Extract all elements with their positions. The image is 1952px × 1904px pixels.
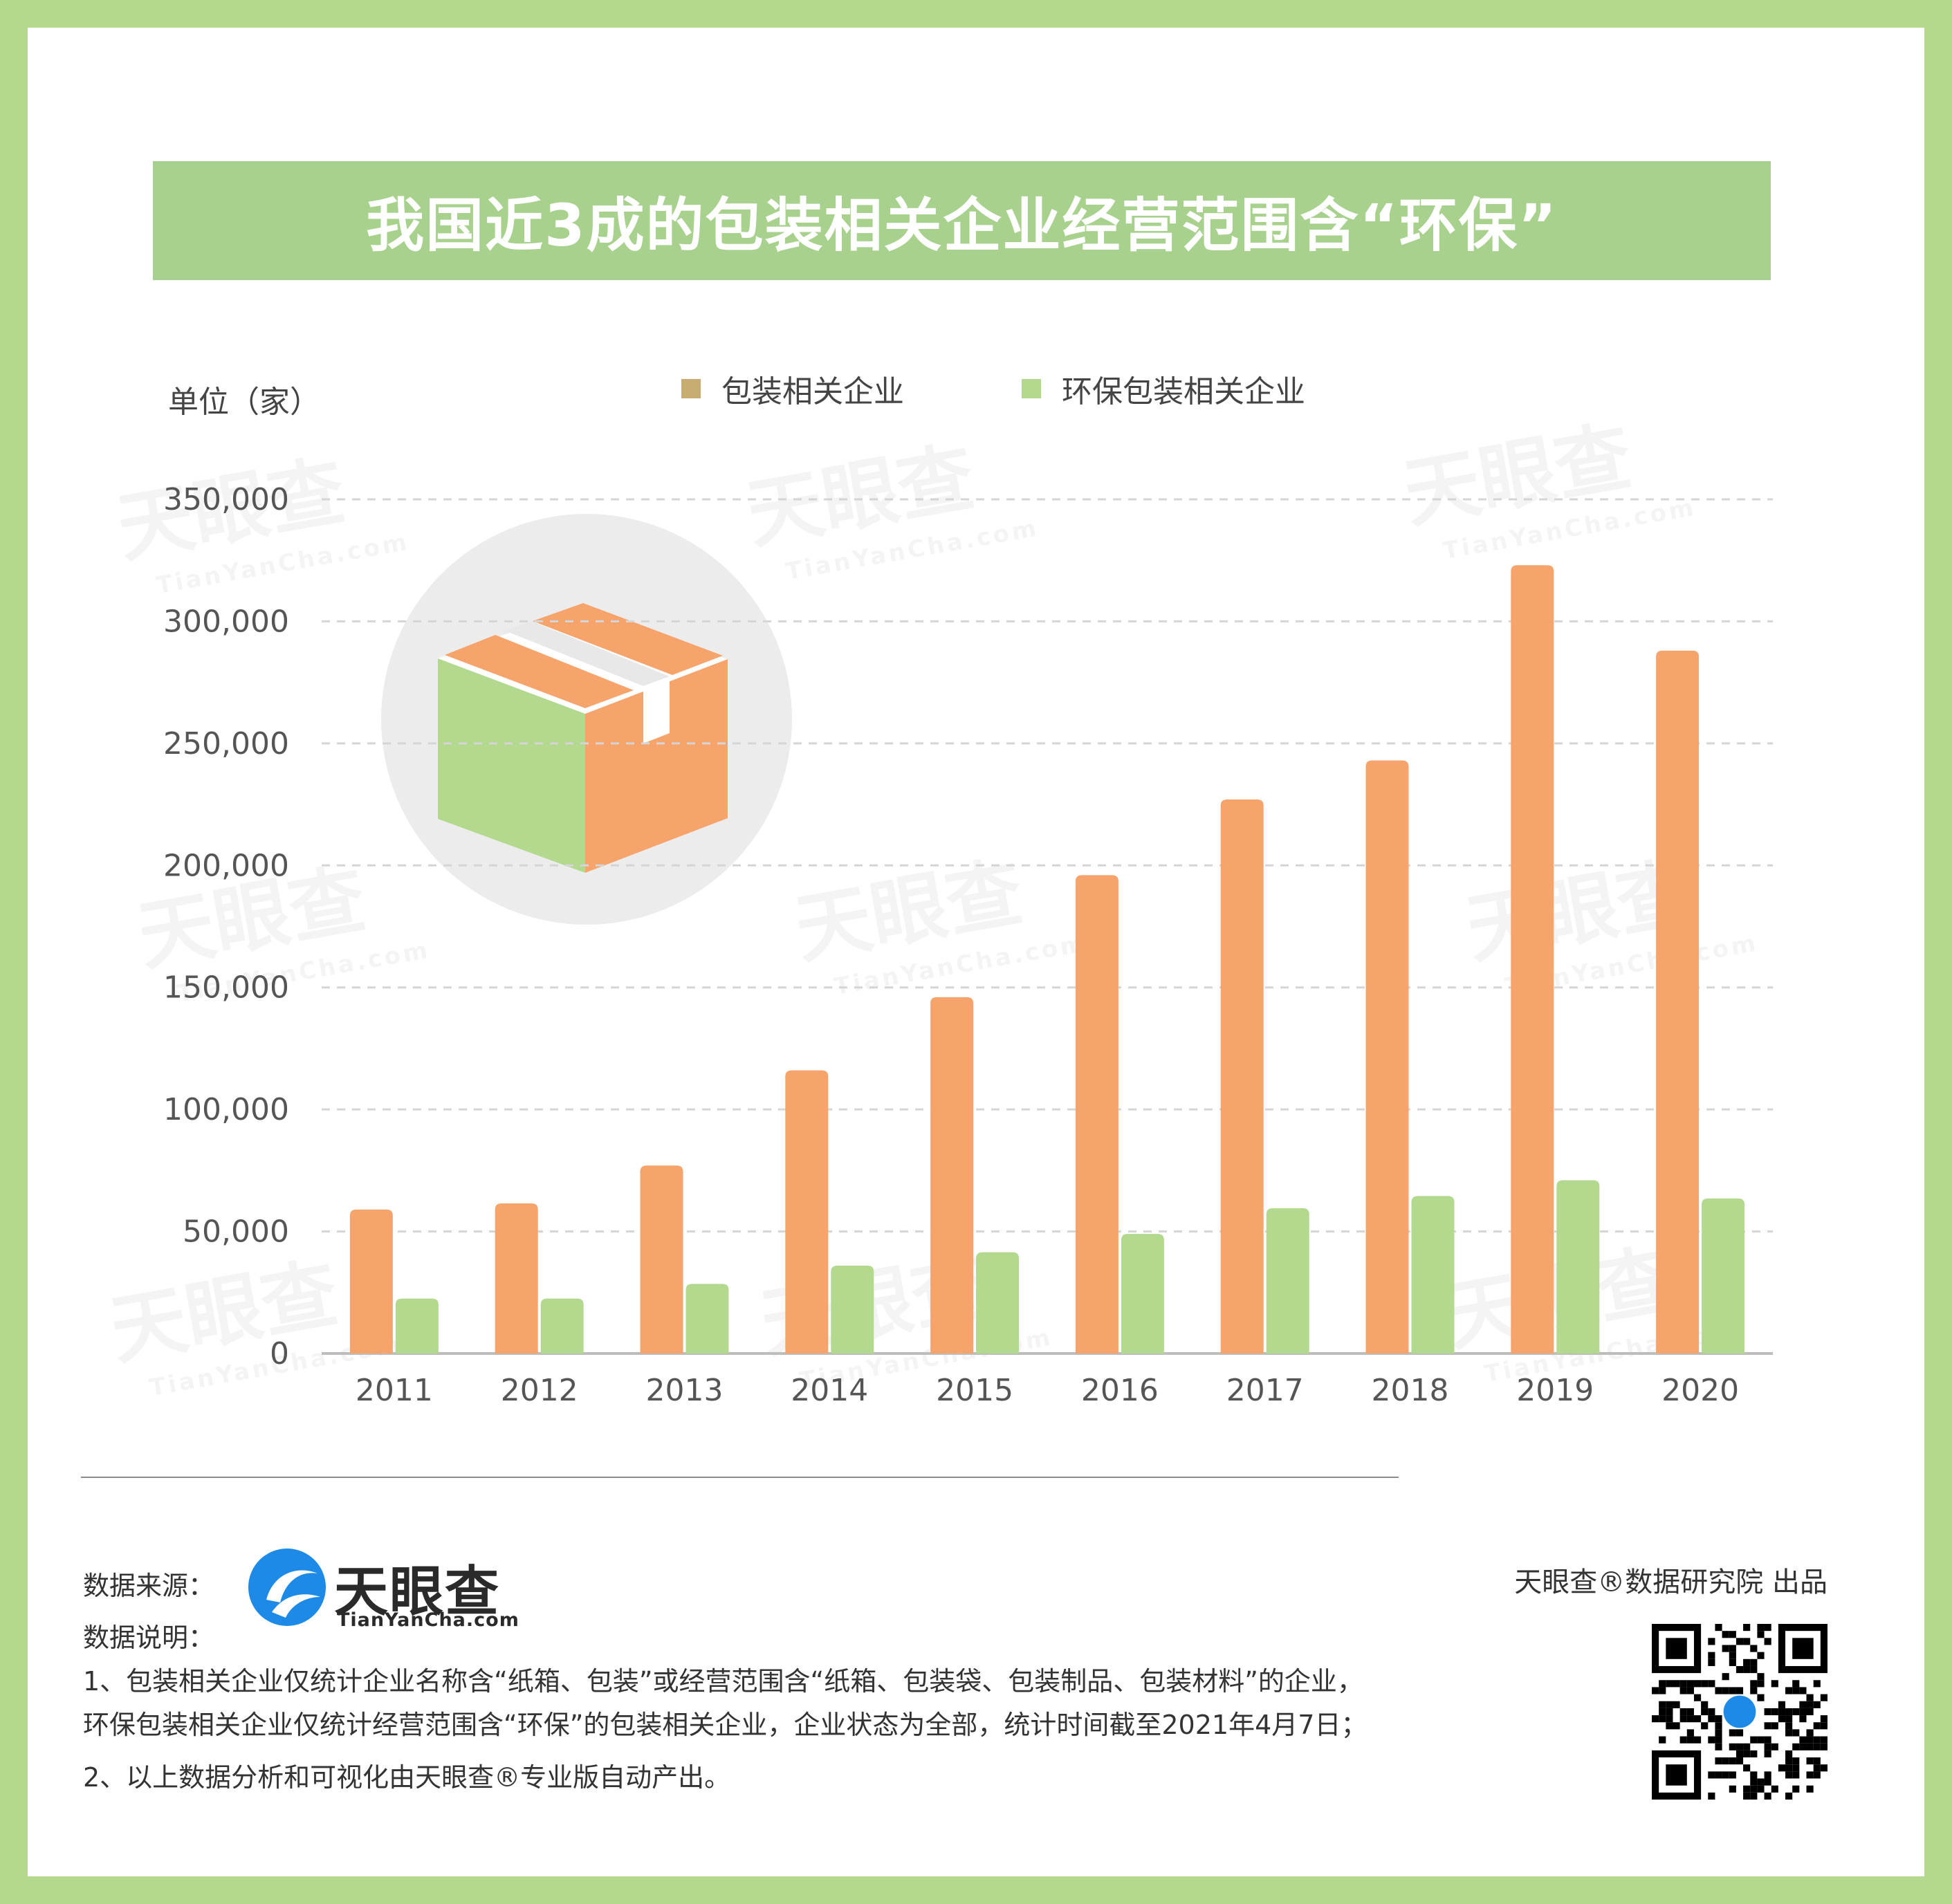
bar-packaging-2014 (785, 1070, 829, 1353)
y-tick-label: 50,000 (183, 1214, 289, 1250)
bar-packaging-2019 (1511, 565, 1554, 1353)
tianyancha-logo-icon (248, 1549, 326, 1626)
y-tick-label: 250,000 (163, 726, 289, 761)
y-tick-label: 200,000 (163, 848, 289, 883)
note2: 2、以上数据分析和可视化由天眼查®专业版自动产出。 (83, 1762, 731, 1793)
x-tick-label: 2017 (1226, 1373, 1304, 1408)
bar-eco-packaging-2011 (395, 1298, 439, 1353)
bar-eco-packaging-2020 (1702, 1198, 1745, 1353)
bar-eco-packaging-2012 (540, 1298, 584, 1353)
x-tick-label: 2020 (1661, 1373, 1739, 1408)
note1-line1: 1、包装相关企业仅统计企业名称含“纸箱、包装”或经营范围含“纸箱、包装袋、包装制… (83, 1666, 1363, 1697)
source-label: 数据来源： (83, 1571, 215, 1601)
x-tick-label: 2015 (936, 1373, 1013, 1408)
y-tick-label: 100,000 (163, 1092, 289, 1127)
legend-item-packaging: 包装相关企业 (681, 367, 904, 411)
bar-eco-packaging-2018 (1411, 1196, 1455, 1353)
bar-chart: 0 50,000 100,000 150,000 200,000 250,000 300,0… (163, 482, 1773, 1408)
legend-label-packaging: 包装相关企业 (721, 374, 904, 409)
bar-packaging-2011 (349, 1209, 393, 1353)
notes-title: 数据说明： (83, 1623, 215, 1653)
logo-name: 天眼查 (334, 1561, 501, 1623)
qr-code-icon[interactable] (1652, 1624, 1827, 1800)
legend: 包装相关企业 环保包装相关企业 (681, 367, 1423, 411)
unit-label: 单位（家） (168, 385, 320, 420)
bar-packaging-2018 (1365, 760, 1409, 1353)
logo-domain: TianYanCha.com (337, 1609, 519, 1631)
x-tick-label: 2019 (1516, 1373, 1594, 1408)
package-box-icon (381, 514, 792, 925)
bars (349, 565, 1745, 1353)
tianyancha-logo[interactable]: 天眼查 TianYanCha.com (246, 1546, 543, 1631)
y-tick-label: 150,000 (163, 970, 289, 1006)
x-axis: 2011 2012 2013 2014 2015 2016 2017 2018 2019 2020 (356, 1373, 1739, 1408)
x-tick-label: 2018 (1372, 1373, 1449, 1408)
bar-eco-packaging-2019 (1556, 1180, 1600, 1353)
bar-eco-packaging-2013 (685, 1284, 729, 1353)
note1-line2: 环保包装相关企业仅统计经营范围含“环保”的包装相关企业，企业状态为全部，统计时间… (83, 1710, 1368, 1740)
y-axis: 0 50,000 100,000 150,000 200,000 250,000 300,0… (163, 482, 289, 1371)
legend-swatch-eco-packaging (1022, 379, 1041, 398)
legend-label-eco-packaging: 环保包装相关企业 (1062, 374, 1305, 409)
bar-eco-packaging-2014 (831, 1265, 874, 1353)
bar-packaging-2013 (640, 1165, 683, 1353)
legend-item-eco-packaging: 环保包装相关企业 (1022, 367, 1305, 411)
y-tick-label: 0 (270, 1336, 289, 1371)
x-tick-label: 2013 (646, 1373, 724, 1408)
x-tick-label: 2012 (501, 1373, 578, 1408)
bar-packaging-2017 (1220, 800, 1264, 1353)
bar-packaging-2020 (1656, 650, 1700, 1353)
chart-title: 我国近3成的包装相关企业经营范围含“环保” (153, 161, 1771, 280)
bar-eco-packaging-2015 (976, 1252, 1020, 1353)
y-tick-label: 350,000 (163, 482, 289, 517)
x-tick-label: 2014 (791, 1373, 868, 1408)
y-tick-label: 300,000 (163, 604, 289, 639)
bar-eco-packaging-2016 (1121, 1234, 1164, 1353)
bar-eco-packaging-2017 (1266, 1208, 1309, 1353)
bar-packaging-2016 (1075, 875, 1118, 1353)
bar-packaging-2012 (495, 1203, 538, 1353)
x-tick-label: 2016 (1081, 1373, 1159, 1408)
producer-credit: 天眼查®数据研究院 出品 (1514, 1566, 1827, 1598)
x-tick-label: 2011 (356, 1373, 433, 1408)
footer-divider (81, 1477, 1399, 1478)
legend-swatch-packaging (681, 379, 701, 398)
bar-packaging-2015 (930, 997, 974, 1353)
